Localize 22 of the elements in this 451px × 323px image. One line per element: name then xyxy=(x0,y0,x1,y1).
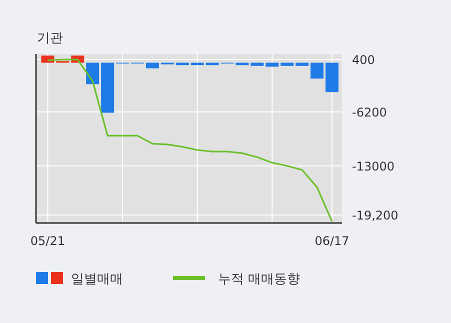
bar xyxy=(280,62,294,66)
bar xyxy=(310,62,324,79)
y-tick-label: 400 xyxy=(352,53,375,68)
x-tick-label: 06/17 xyxy=(314,234,350,248)
y-tick-label: -19,200 xyxy=(352,208,398,223)
bar xyxy=(296,62,309,66)
bar xyxy=(146,62,159,68)
legend-일별매매: 일별매매 xyxy=(36,272,123,287)
legend-label: 일별매매 xyxy=(71,272,123,287)
x-tick-label: 05/21 xyxy=(30,234,65,248)
bar xyxy=(190,62,204,66)
bar xyxy=(206,62,219,66)
bar xyxy=(176,62,189,66)
legend-label: 누적 매매동향 xyxy=(218,272,300,287)
bar xyxy=(266,62,279,67)
y-tick-label: -6200 xyxy=(352,105,387,120)
y-tick-label: -13000 xyxy=(352,159,395,174)
bar xyxy=(86,62,100,84)
chart-title: 기관 xyxy=(37,31,63,46)
bar xyxy=(326,62,338,92)
bar xyxy=(250,62,264,66)
bar xyxy=(101,62,114,113)
